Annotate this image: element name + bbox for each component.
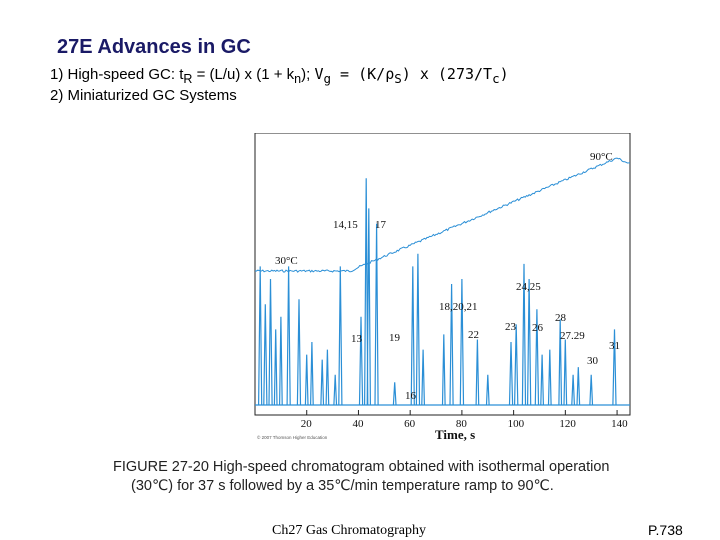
chromatogram-peak [358,316,364,406]
temperature-trace [254,157,631,273]
peak-label: 26 [532,322,544,334]
peak-label: 28 [555,312,567,324]
peak-label: 17 [375,219,387,231]
item-miniaturized-gc: 2) Miniaturized GC Systems [50,87,237,104]
temperature-label: 30°C [275,255,298,267]
x-tick-label: 120 [559,418,576,430]
x-tick-label: 140 [611,418,628,430]
chromatogram-peak [563,339,568,406]
chromatogram-chart: 20 40 60 80 100 120 140 30°C 90°C 14,15 17 13 16 18,… [245,132,635,445]
chromatogram-peak [534,309,540,406]
chromatogram-peak [333,374,338,406]
chromatogram-peak [441,334,446,406]
x-tick-label: 80 [456,418,468,430]
chromatogram-peak [527,278,532,406]
chromatogram-peak [310,341,314,406]
temperature-label: 90°C [590,151,613,163]
copyright-text: © 2007 Thomson Higher Education [257,434,328,440]
chromatogram-peak [521,263,527,406]
chromatogram-peak [304,354,309,406]
chromatogram-peak [571,374,575,406]
chromatogram-peak [338,266,343,406]
chromatogram-peak [576,367,581,406]
peak-label: 31 [609,340,620,352]
x-tick-label: 40 [352,418,364,430]
chromatogram-peak [279,316,283,406]
peak-label: 14,15 [333,219,358,231]
chromatogram-peak [421,349,425,406]
peak-label: 24,25 [516,281,541,293]
chromatogram-peak [392,382,397,406]
figure-caption: FIGURE 27-20 High-speed chromatogram obt… [113,458,713,496]
chromatogram-peak [410,266,415,406]
peak-label: 27.29 [560,330,585,342]
chromatogram-peak [547,349,552,406]
chromatogram-peak [258,266,263,406]
x-tick-label: 100 [508,418,525,430]
caption-line-1: FIGURE 27-20 High-speed chromatogram obt… [113,459,610,475]
retention-equation: tR = (L/u) x (1 + kn); [179,66,311,86]
chromatogram-peak [475,339,480,406]
chromatogram-peak [374,223,379,406]
item1-prefix: 1) High-speed GC: [50,66,176,83]
chromatogram-peak [366,208,371,406]
x-axis-label: Time, s [435,427,475,442]
footer-text: Ch27 Gas Chromatography [272,523,426,538]
chromatogram-peak [449,283,454,406]
peak-label: 30 [587,355,599,367]
chromatogram-peak [589,374,594,406]
chromatogram-peak [508,341,514,406]
chromatogram-peak [296,299,302,406]
chromatogram-peak [540,354,544,406]
x-tick-label: 60 [404,418,416,430]
chromatogram-peak [459,278,465,406]
chromatogram-figure: 20 40 60 80 100 120 140 30°C 90°C 14,15 17 13 16 18,… [245,132,635,445]
chromatogram-peak [286,266,291,406]
chromatogram-peak [558,319,563,406]
peak-label: 19 [389,332,401,344]
chromatogram-peak [268,278,273,406]
peak-label: 13 [351,333,363,345]
volume-equation: Vg = (K/ρS) x (273/Tc) [314,65,509,86]
chromatogram-peak [485,374,490,406]
x-tick-label: 20 [301,418,313,430]
caption-line-2: (30℃) for 37 s followed by a 35℃/min tem… [131,478,554,494]
page-number: P.738 [648,522,683,538]
chromatogram-peak [263,304,268,406]
chromatogram-peak [612,329,617,406]
item-high-speed-gc: 1) High-speed GC: tR = (L/u) x (1 + kn);… [50,65,509,86]
chromatogram-peak [320,359,325,406]
chromatogram-peak [514,324,519,406]
peak-label: 18,20,21 [439,301,478,313]
chromatogram-peak [415,253,421,406]
peak-label: 16 [405,390,417,402]
peak-label: 23 [505,321,517,333]
slide-title: 27E Advances in GC [57,36,251,58]
chromatogram-peak [273,329,278,406]
chromatogram-peak [325,349,330,406]
peak-label: 22 [468,329,479,341]
